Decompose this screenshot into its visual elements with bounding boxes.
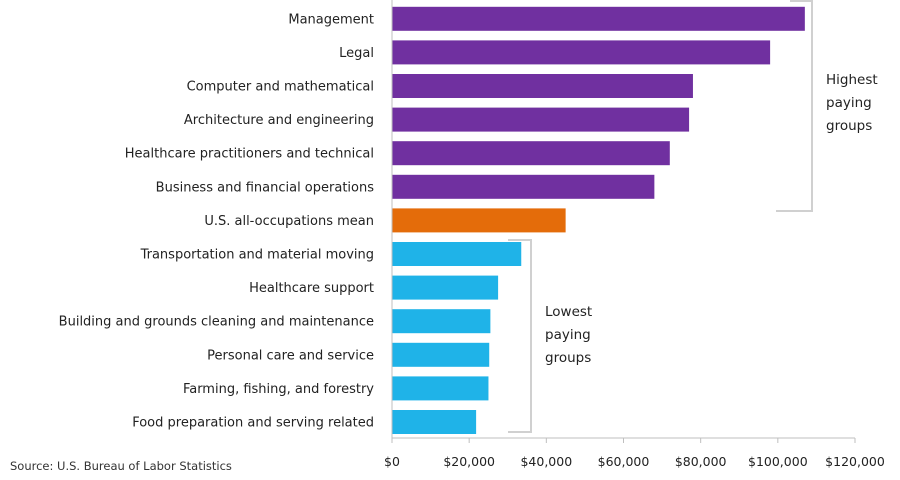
bar-6 bbox=[392, 174, 655, 199]
group-brackets: Highest paying groups Lowest paying groups bbox=[508, 0, 878, 433]
category-label: Food preparation and serving related bbox=[132, 416, 374, 431]
category-label: Healthcare support bbox=[249, 281, 374, 296]
highest-label: Highest paying groups bbox=[826, 72, 878, 134]
source-note: Source: U.S. Bureau of Labor Statistics bbox=[10, 459, 232, 473]
bar-4 bbox=[392, 107, 690, 132]
x-tick-label: $20,000 bbox=[443, 454, 495, 469]
category-label: Business and financial operations bbox=[156, 180, 375, 195]
x-tick-label: $120,000 bbox=[825, 454, 885, 469]
category-label: Management bbox=[288, 12, 374, 27]
x-tick-label: $40,000 bbox=[520, 454, 572, 469]
category-label: Architecture and engineering bbox=[184, 113, 374, 128]
category-labels: Management Legal Computer and mathematical… bbox=[59, 12, 375, 430]
bar-2 bbox=[392, 40, 771, 65]
category-label: Personal care and service bbox=[207, 348, 374, 363]
bar-3 bbox=[392, 74, 693, 98]
category-label: Healthcare practitioners and technical bbox=[125, 147, 374, 162]
category-label: Farming, fishing, and forestry bbox=[183, 382, 374, 397]
bar-10 bbox=[392, 309, 491, 334]
bar-9 bbox=[392, 275, 499, 300]
category-label: U.S. all-occupations mean bbox=[204, 214, 374, 229]
x-tick-label: $100,000 bbox=[748, 454, 808, 469]
category-label: Building and grounds cleaning and mainte… bbox=[59, 315, 374, 330]
x-tick-label: $60,000 bbox=[598, 454, 650, 469]
x-axis: $0 $20,000 $40,000 $60,000 $80,000 $100,000 $1… bbox=[384, 0, 885, 469]
bar-7 bbox=[392, 208, 566, 233]
lowest-bracket bbox=[508, 239, 532, 433]
category-label: Legal bbox=[339, 46, 374, 61]
highest-bracket bbox=[776, 0, 813, 212]
lowest-label: Lowest paying groups bbox=[545, 304, 592, 366]
x-tick-label: $80,000 bbox=[675, 454, 727, 469]
bar-1 bbox=[392, 6, 805, 31]
x-tick-label: $0 bbox=[384, 454, 400, 469]
bar-8 bbox=[392, 242, 522, 266]
bar-11 bbox=[392, 342, 490, 367]
category-label: Transportation and material moving bbox=[140, 248, 374, 263]
bar-13 bbox=[392, 410, 477, 434]
bar-5 bbox=[392, 141, 670, 166]
bars-layer bbox=[392, 6, 805, 434]
category-label: Computer and mathematical bbox=[187, 80, 374, 95]
bar-12 bbox=[392, 376, 489, 401]
